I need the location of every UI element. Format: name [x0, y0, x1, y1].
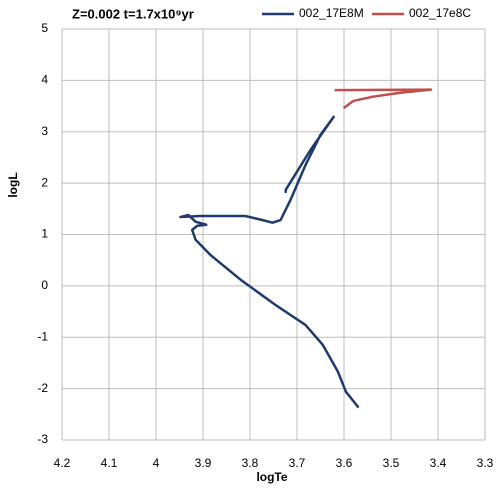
x-tick-label: 3.6	[336, 456, 353, 470]
x-tick-label: 3.3	[477, 456, 494, 470]
y-tick-label: -2	[37, 381, 48, 395]
x-tick-label: 3.9	[195, 456, 212, 470]
y-tick-label: 0	[41, 278, 48, 292]
x-tick-label: 3.8	[242, 456, 259, 470]
y-axis-label: logL	[6, 172, 20, 197]
y-tick-label: 3	[41, 124, 48, 138]
y-tick-label: 2	[41, 175, 48, 189]
y-tick-label: 4	[41, 73, 48, 87]
y-tick-label: 1	[41, 227, 48, 241]
y-tick-label: -1	[37, 329, 48, 343]
x-tick-label: 4.2	[54, 456, 71, 470]
x-tick-label: 3.4	[430, 456, 447, 470]
legend-label: 002_17e8C	[409, 6, 471, 20]
x-tick-label: 3.5	[383, 456, 400, 470]
x-axis-label: logTe	[256, 470, 287, 484]
y-tick-label: 5	[41, 21, 48, 35]
chart-title: Z=0.002 t=1.7x10⁹yr	[72, 6, 194, 21]
series-line	[334, 88, 433, 110]
x-tick-label: 4	[153, 456, 160, 470]
y-tick-label: -3	[37, 432, 48, 446]
series-line	[179, 115, 360, 409]
x-tick-label: 3.7	[289, 456, 306, 470]
legend-label: 002_17E8M	[299, 6, 364, 20]
x-tick-label: 4.1	[101, 456, 118, 470]
